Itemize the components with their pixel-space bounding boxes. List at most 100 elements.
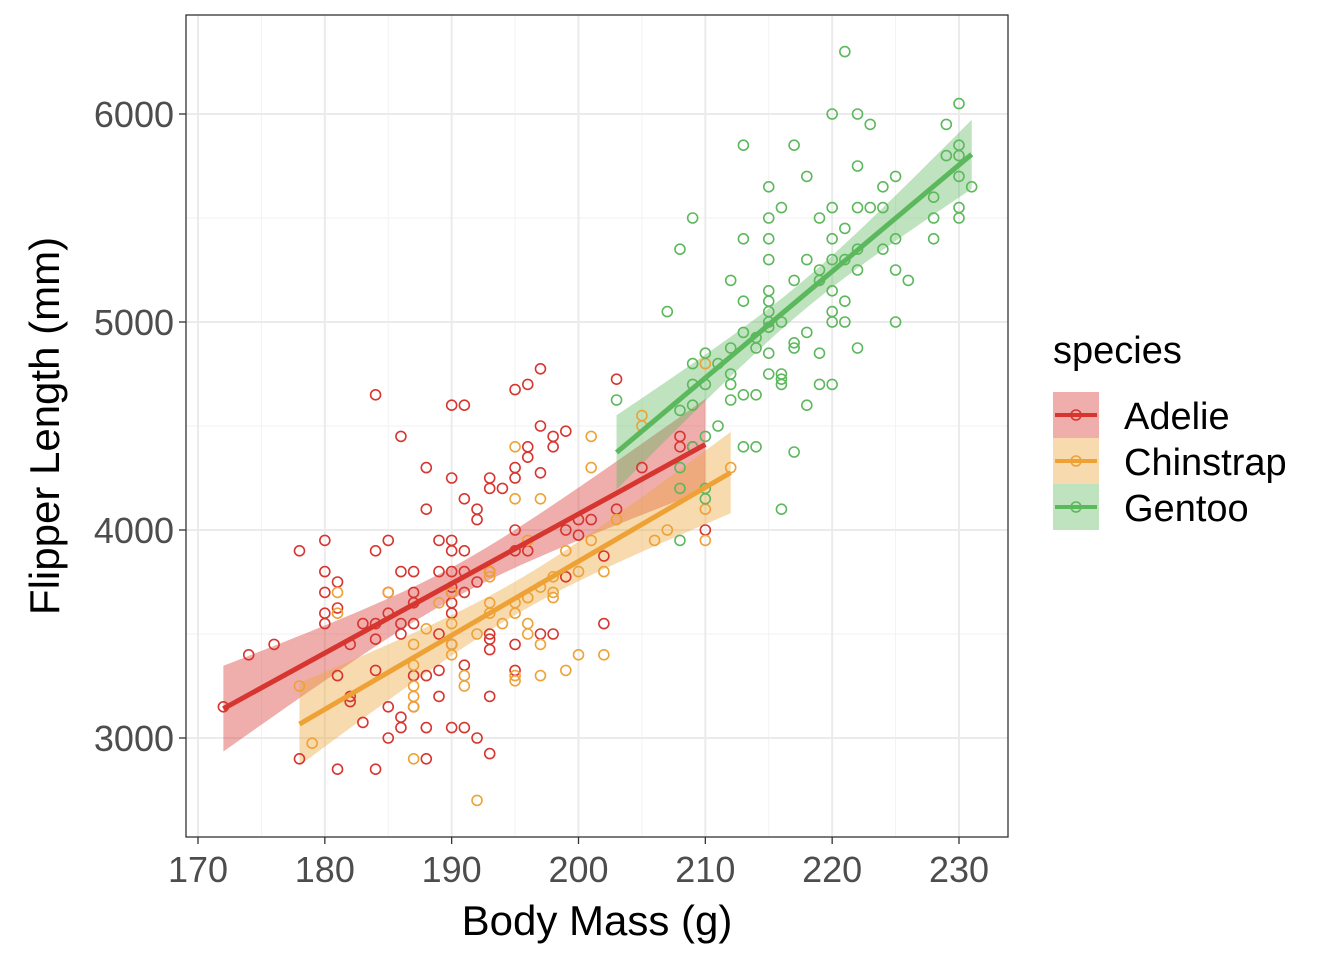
point-chinstrap: [471, 628, 483, 640]
point-chinstrap: [407, 752, 420, 765]
point-gentoo: [788, 139, 800, 151]
point-gentoo: [699, 492, 712, 505]
point-gentoo: [737, 233, 750, 245]
point-gentoo: [851, 342, 864, 354]
grid: [186, 15, 1008, 837]
point-adelie: [547, 440, 559, 453]
point-gentoo: [889, 233, 902, 245]
point-chinstrap: [509, 674, 521, 687]
point-adelie: [395, 628, 407, 640]
point-gentoo: [839, 222, 851, 235]
point-gentoo: [877, 243, 889, 255]
point-adelie: [585, 513, 597, 526]
point-gentoo: [724, 274, 737, 287]
point-chinstrap: [407, 700, 420, 713]
point-gentoo: [965, 181, 978, 193]
fit-lines: [222, 152, 974, 727]
point-adelie: [382, 732, 395, 744]
point-adelie: [534, 420, 547, 432]
point-adelie: [433, 565, 445, 578]
point-adelie: [331, 669, 344, 682]
point-chinstrap: [445, 586, 458, 599]
point-chinstrap: [331, 607, 344, 620]
point-gentoo: [775, 503, 788, 516]
point-adelie: [445, 399, 458, 412]
point-gentoo: [686, 357, 699, 370]
point-gentoo: [750, 440, 762, 453]
point-chinstrap: [509, 492, 521, 505]
point-gentoo: [674, 534, 686, 547]
point-adelie: [458, 492, 471, 505]
point-adelie: [572, 529, 585, 542]
point-chinstrap: [509, 440, 521, 453]
point-adelie: [560, 570, 572, 583]
point-adelie: [483, 690, 496, 703]
point-gentoo: [864, 201, 877, 214]
point-adelie: [598, 550, 610, 562]
point-adelie: [369, 388, 382, 401]
point-adelie: [420, 503, 433, 516]
point-chinstrap: [585, 534, 597, 547]
point-gentoo: [737, 326, 750, 339]
point-adelie: [483, 628, 496, 640]
point-adelie: [331, 602, 344, 614]
y-tick-label: 3000: [94, 718, 174, 759]
fit-line-gentoo: [614, 152, 974, 455]
point-adelie: [319, 565, 331, 578]
point-adelie: [369, 633, 382, 646]
point-adelie: [521, 451, 534, 464]
legend-label-gentoo: Gentoo: [1124, 488, 1249, 530]
point-adelie: [445, 565, 458, 578]
point-gentoo: [610, 394, 623, 406]
point-adelie: [458, 544, 471, 557]
point-adelie: [483, 747, 496, 760]
point-gentoo: [826, 233, 838, 245]
point-gentoo: [839, 295, 851, 308]
point-chinstrap: [382, 586, 395, 599]
point-gentoo: [750, 342, 762, 354]
point-gentoo: [813, 212, 826, 224]
point-chinstrap: [534, 638, 547, 651]
point-gentoo: [674, 243, 686, 255]
y-tick-label: 5000: [94, 302, 174, 343]
point-chinstrap: [585, 430, 597, 443]
point-gentoo: [877, 201, 889, 214]
point-chinstrap: [458, 680, 471, 692]
point-adelie: [382, 534, 395, 547]
x-tick-label: 230: [929, 849, 989, 890]
point-adelie: [395, 430, 407, 443]
point-gentoo: [788, 342, 800, 354]
x-tick-label: 220: [802, 849, 862, 890]
point-gentoo: [953, 149, 965, 162]
fit-line-chinstrap: [298, 470, 732, 727]
point-gentoo: [762, 233, 775, 245]
point-gentoo: [889, 170, 902, 183]
point-adelie: [471, 513, 483, 526]
point-adelie: [674, 440, 686, 453]
x-tick-label: 190: [422, 849, 482, 890]
point-adelie: [560, 425, 572, 438]
legend-title: species: [1053, 330, 1182, 372]
point-gentoo: [839, 45, 851, 58]
point-gentoo: [826, 201, 838, 214]
point-gentoo: [927, 212, 940, 224]
point-adelie: [509, 383, 521, 396]
y-axis-title: Flipper Length (mm): [21, 237, 68, 615]
point-chinstrap: [483, 565, 496, 578]
point-chinstrap: [433, 596, 445, 609]
point-gentoo: [813, 347, 826, 360]
legend-point-gentoo: [1070, 501, 1082, 513]
point-gentoo: [851, 201, 864, 214]
point-chinstrap: [534, 492, 547, 505]
point-adelie: [369, 763, 382, 776]
point-adelie: [534, 362, 547, 375]
point-chinstrap: [509, 669, 521, 682]
point-adelie: [319, 534, 331, 547]
point-gentoo: [940, 118, 953, 131]
point-gentoo: [699, 347, 712, 360]
point-chinstrap: [509, 607, 521, 620]
point-gentoo: [826, 253, 838, 266]
point-adelie: [407, 565, 420, 578]
point-adelie: [407, 617, 420, 630]
point-adelie: [420, 669, 433, 682]
